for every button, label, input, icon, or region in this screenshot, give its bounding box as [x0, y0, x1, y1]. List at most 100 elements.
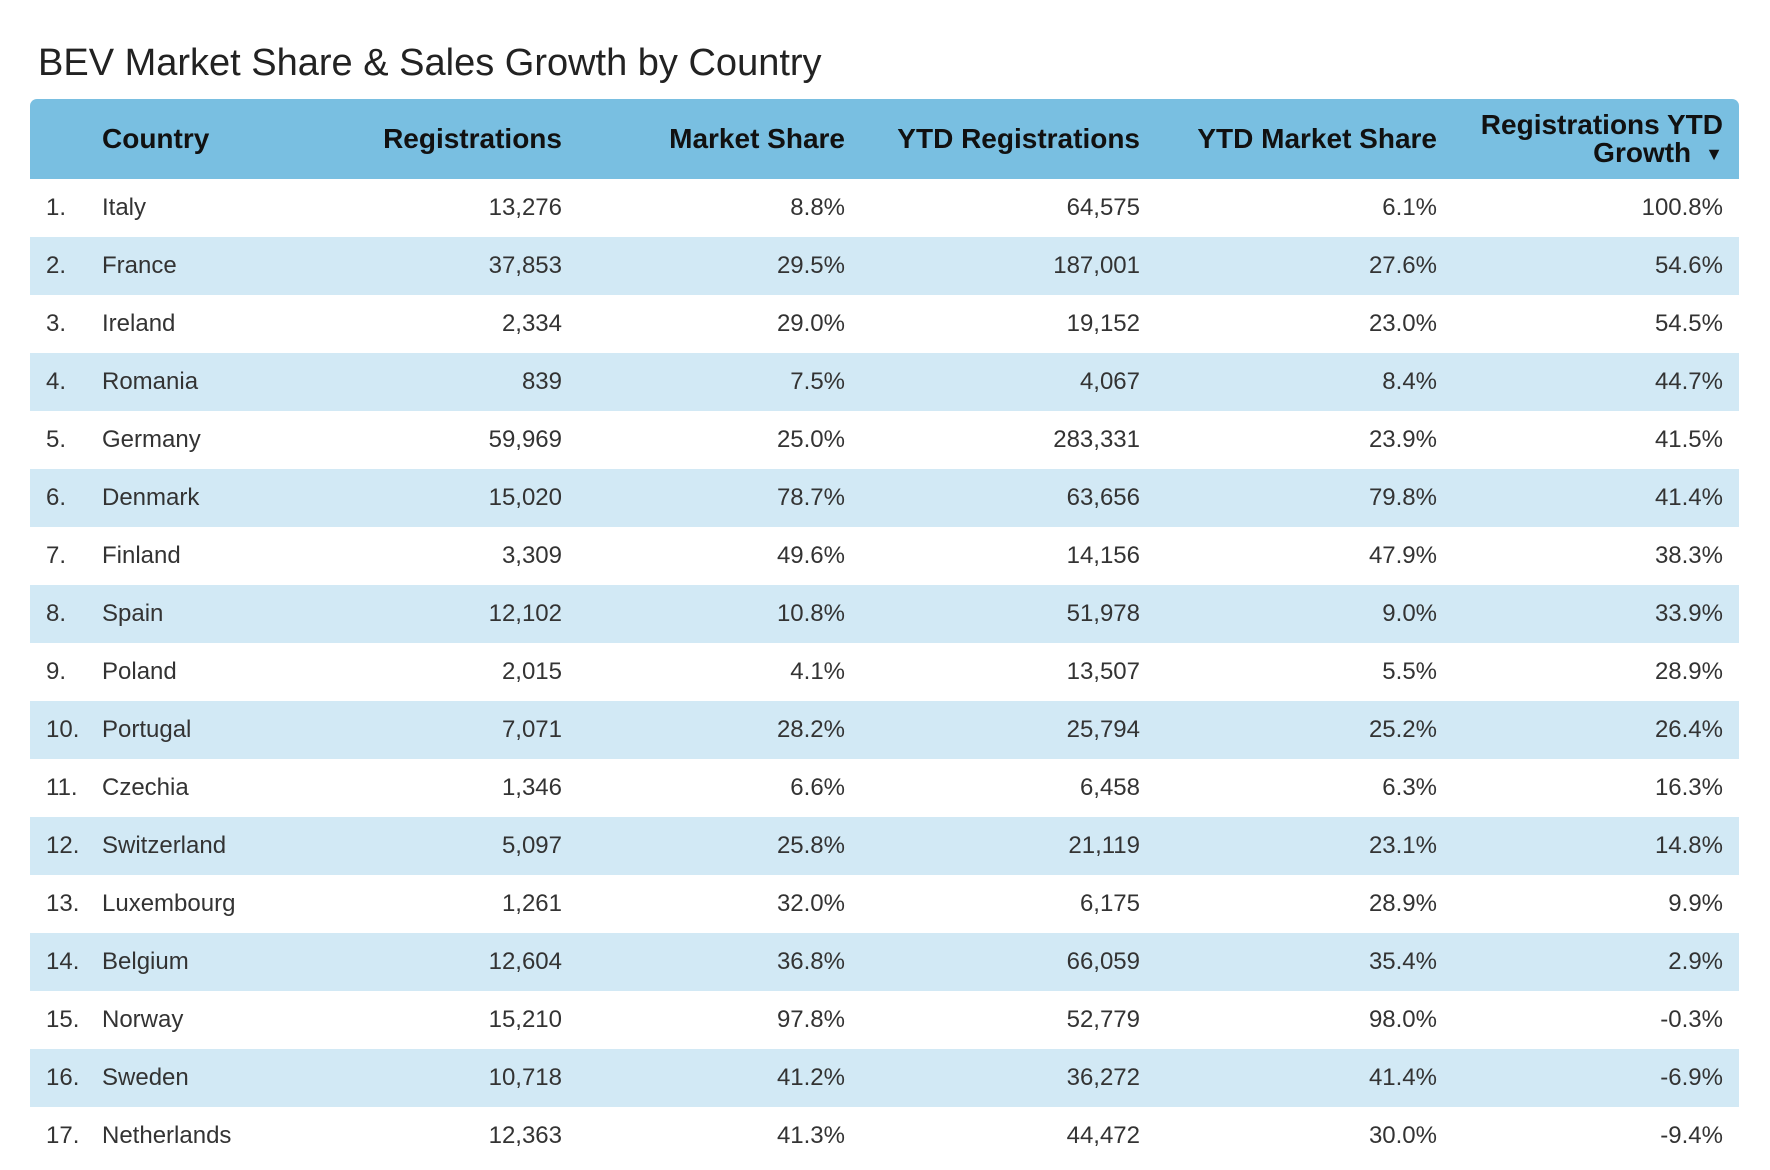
ytd-registrations-cell: 36,272 [861, 1049, 1156, 1107]
caret-down-icon[interactable]: ▼ [1705, 143, 1723, 164]
ytd-market-share-cell: 9.0% [1156, 585, 1453, 643]
market-share-cell: 36.8% [578, 933, 861, 991]
column-header-ytd-market-share[interactable]: YTD Market Share [1156, 99, 1453, 179]
table-row: 14. Belgium 12,604 36.8% 66,059 35.4% 2.9% [30, 933, 1739, 991]
market-share-cell: 28.2% [578, 701, 861, 759]
rank-cell: 13. [30, 875, 102, 933]
country-cell: Romania [102, 353, 288, 411]
ytd-growth-cell: 38.3% [1453, 527, 1739, 585]
market-share-cell: 7.5% [578, 353, 861, 411]
market-share-cell: 25.8% [578, 817, 861, 875]
country-cell: Denmark [102, 469, 288, 527]
ytd-registrations-cell: 283,331 [861, 411, 1156, 469]
table-row: 1. Italy 13,276 8.8% 64,575 6.1% 100.8% [30, 179, 1739, 237]
ytd-registrations-cell: 4,067 [861, 353, 1156, 411]
country-cell: Belgium [102, 933, 288, 991]
ytd-market-share-cell: 98.0% [1156, 991, 1453, 1049]
rank-cell: 16. [30, 1049, 102, 1107]
country-cell: Czechia [102, 759, 288, 817]
column-header-ytd-registrations[interactable]: YTD Registrations [861, 99, 1156, 179]
ytd-market-share-cell: 25.2% [1156, 701, 1453, 759]
market-share-cell: 29.5% [578, 237, 861, 295]
country-cell: Sweden [102, 1049, 288, 1107]
registrations-cell: 12,363 [288, 1107, 578, 1165]
registrations-cell: 10,718 [288, 1049, 578, 1107]
ytd-growth-cell: 54.6% [1453, 237, 1739, 295]
country-cell: Norway [102, 991, 288, 1049]
registrations-cell: 5,097 [288, 817, 578, 875]
ytd-market-share-cell: 30.0% [1156, 1107, 1453, 1165]
ytd-growth-cell: -6.9% [1453, 1049, 1739, 1107]
table-row: 3. Ireland 2,334 29.0% 19,152 23.0% 54.5% [30, 295, 1739, 353]
registrations-cell: 12,102 [288, 585, 578, 643]
ytd-growth-cell: 54.5% [1453, 295, 1739, 353]
table-row: 7. Finland 3,309 49.6% 14,156 47.9% 38.3% [30, 527, 1739, 585]
table-body: 1. Italy 13,276 8.8% 64,575 6.1% 100.8% 2. Franc… [30, 179, 1739, 1165]
market-share-cell: 49.6% [578, 527, 861, 585]
ytd-registrations-cell: 52,779 [861, 991, 1156, 1049]
column-header-market-share[interactable]: Market Share [578, 99, 861, 179]
rank-cell: 11. [30, 759, 102, 817]
ytd-registrations-cell: 64,575 [861, 179, 1156, 237]
column-header-registrations[interactable]: Registrations [288, 99, 578, 179]
page-title: BEV Market Share & Sales Growth by Count… [38, 42, 822, 84]
ytd-registrations-cell: 6,175 [861, 875, 1156, 933]
market-share-cell: 10.8% [578, 585, 861, 643]
ytd-market-share-cell: 41.4% [1156, 1049, 1453, 1107]
ytd-market-share-cell: 23.1% [1156, 817, 1453, 875]
rank-cell: 5. [30, 411, 102, 469]
ytd-market-share-cell: 27.6% [1156, 237, 1453, 295]
market-share-cell: 25.0% [578, 411, 861, 469]
ytd-registrations-cell: 21,119 [861, 817, 1156, 875]
rank-cell: 14. [30, 933, 102, 991]
country-cell: Luxembourg [102, 875, 288, 933]
rank-cell: 4. [30, 353, 102, 411]
country-cell: Poland [102, 643, 288, 701]
market-share-cell: 6.6% [578, 759, 861, 817]
table-row: 4. Romania 839 7.5% 4,067 8.4% 44.7% [30, 353, 1739, 411]
registrations-cell: 15,210 [288, 991, 578, 1049]
country-cell: Switzerland [102, 817, 288, 875]
rank-cell: 3. [30, 295, 102, 353]
market-share-cell: 29.0% [578, 295, 861, 353]
country-cell: France [102, 237, 288, 295]
ytd-growth-cell: 44.7% [1453, 353, 1739, 411]
ytd-registrations-cell: 66,059 [861, 933, 1156, 991]
column-header-ytd-growth[interactable]: Registrations YTD Growth ▼ [1453, 99, 1739, 179]
ytd-growth-cell: 9.9% [1453, 875, 1739, 933]
table-row: 5. Germany 59,969 25.0% 283,331 23.9% 41.5% [30, 411, 1739, 469]
market-share-cell: 78.7% [578, 469, 861, 527]
rank-cell: 10. [30, 701, 102, 759]
ytd-growth-cell: 16.3% [1453, 759, 1739, 817]
market-share-cell: 8.8% [578, 179, 861, 237]
rank-cell: 8. [30, 585, 102, 643]
ytd-market-share-cell: 79.8% [1156, 469, 1453, 527]
table-row: 13. Luxembourg 1,261 32.0% 6,175 28.9% 9.9% [30, 875, 1739, 933]
ytd-growth-cell: -0.3% [1453, 991, 1739, 1049]
data-table-container: Country Registrations Market Share YTD R… [30, 99, 1739, 1165]
ytd-growth-cell: 26.4% [1453, 701, 1739, 759]
column-header-country[interactable]: Country [102, 99, 288, 179]
country-cell: Portugal [102, 701, 288, 759]
ytd-market-share-cell: 8.4% [1156, 353, 1453, 411]
country-cell: Finland [102, 527, 288, 585]
column-header-ytd-growth-label: Registrations YTD Growth [1480, 108, 1723, 168]
ytd-growth-cell: 41.5% [1453, 411, 1739, 469]
table-row: 9. Poland 2,015 4.1% 13,507 5.5% 28.9% [30, 643, 1739, 701]
rank-cell: 1. [30, 179, 102, 237]
ytd-registrations-cell: 6,458 [861, 759, 1156, 817]
table-row: 16. Sweden 10,718 41.2% 36,272 41.4% -6.9% [30, 1049, 1739, 1107]
rank-cell: 2. [30, 237, 102, 295]
registrations-cell: 1,261 [288, 875, 578, 933]
rank-cell: 12. [30, 817, 102, 875]
market-share-cell: 97.8% [578, 991, 861, 1049]
ytd-registrations-cell: 25,794 [861, 701, 1156, 759]
table-row: 6. Denmark 15,020 78.7% 63,656 79.8% 41.4% [30, 469, 1739, 527]
table-row: 12. Switzerland 5,097 25.8% 21,119 23.1% 14.8% [30, 817, 1739, 875]
market-share-cell: 4.1% [578, 643, 861, 701]
country-cell: Netherlands [102, 1107, 288, 1165]
rank-cell: 7. [30, 527, 102, 585]
ytd-registrations-cell: 19,152 [861, 295, 1156, 353]
rank-cell: 17. [30, 1107, 102, 1165]
market-share-cell: 41.3% [578, 1107, 861, 1165]
